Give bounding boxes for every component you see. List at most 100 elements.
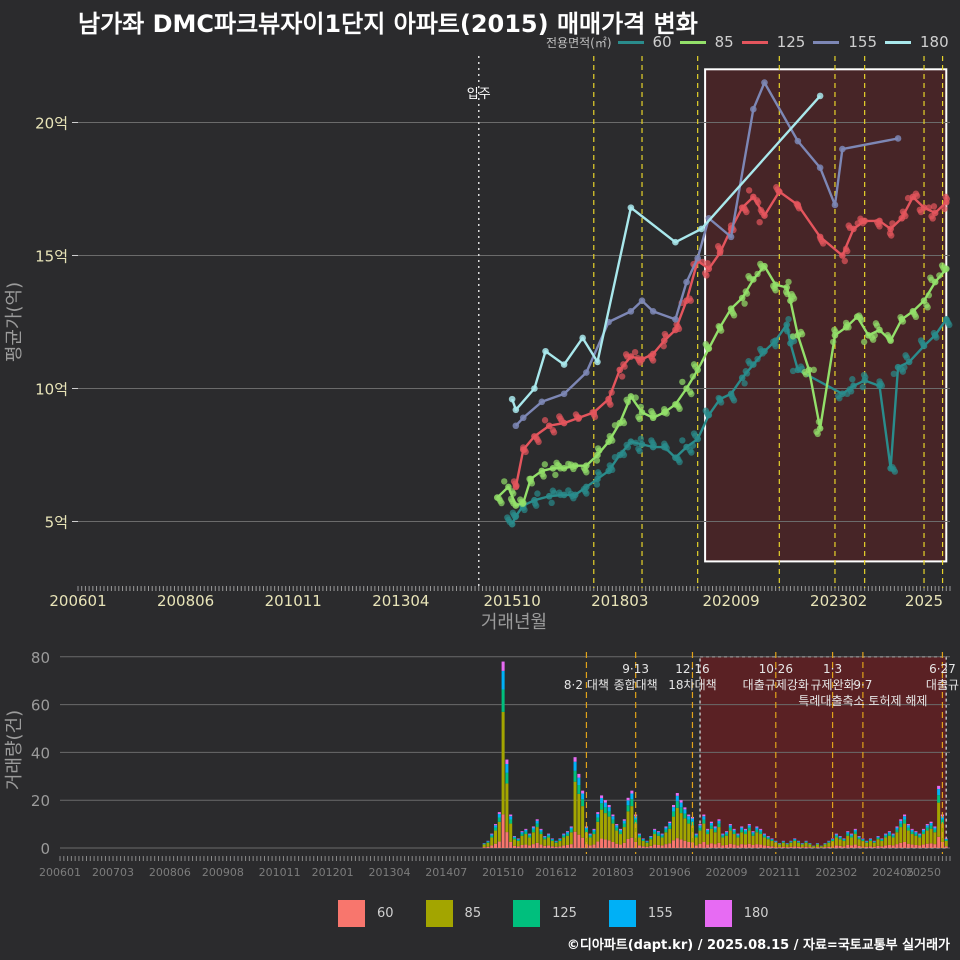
move-in-label: 입주 <box>467 87 491 102</box>
bar-85 <box>759 834 763 845</box>
trade-point-85 <box>498 499 505 507</box>
bar-180 <box>494 824 498 826</box>
point-180 <box>508 395 516 403</box>
bar-125 <box>815 843 819 845</box>
bar-60 <box>547 845 551 848</box>
bar-155 <box>675 795 679 802</box>
point-85 <box>505 483 512 491</box>
trade-point-85 <box>676 405 683 413</box>
trade-point-85 <box>501 478 508 485</box>
trade-point-125 <box>941 205 948 213</box>
legend-swatch <box>425 900 453 927</box>
bar-125 <box>656 833 660 836</box>
bar-155 <box>903 816 907 820</box>
bar-85 <box>914 835 918 845</box>
bar-85 <box>603 813 607 840</box>
bar-60 <box>929 843 933 848</box>
bar-60 <box>482 847 486 848</box>
bar-155 <box>884 834 888 836</box>
bar-125 <box>501 689 505 712</box>
trade-point-60 <box>676 458 683 466</box>
trade-point-85 <box>746 275 753 282</box>
trade-point-125 <box>717 247 724 254</box>
bar-60 <box>937 836 941 848</box>
price-chart: 5억 10억 15억 20억 200601 200806 201011 201304 20151… <box>4 56 953 633</box>
bar-180 <box>512 836 516 837</box>
x-tick-label: 200908 <box>202 866 244 879</box>
bar-155 <box>622 820 626 824</box>
bar-125 <box>482 843 486 845</box>
legend-swatch <box>338 900 365 927</box>
trade-point-125 <box>902 212 909 220</box>
bar-85 <box>675 807 679 839</box>
bar-180 <box>600 795 604 799</box>
bar-60 <box>516 846 520 848</box>
bar-85 <box>497 821 501 842</box>
bar-60 <box>509 841 513 848</box>
bar-125 <box>800 843 804 845</box>
bar-60 <box>497 841 501 848</box>
point-180 <box>579 334 586 342</box>
bar-85 <box>520 835 524 845</box>
trade-point-125 <box>859 219 867 227</box>
bar-85 <box>766 839 770 846</box>
bar-125 <box>789 841 793 843</box>
point-155 <box>519 414 527 422</box>
bar-60 <box>876 845 880 848</box>
legend-label: 125 <box>552 906 577 921</box>
bar-180 <box>921 828 926 830</box>
bar-85 <box>937 802 941 837</box>
bar-155 <box>846 832 850 834</box>
bar-125 <box>611 819 615 824</box>
bar-60 <box>558 846 562 848</box>
bar-85 <box>596 821 600 842</box>
trade-point-60 <box>512 514 519 521</box>
x-tick-label: 20250 <box>906 866 941 879</box>
bar-155 <box>539 829 543 832</box>
trade-point-60 <box>557 491 564 499</box>
point-155 <box>839 145 846 153</box>
legend-label: 180 <box>920 33 949 51</box>
trade-point-60 <box>717 399 725 406</box>
bar-60 <box>641 846 645 848</box>
bar-60 <box>872 846 876 848</box>
trade-point-85 <box>624 398 632 406</box>
bar-125 <box>618 831 623 835</box>
bar-60 <box>793 846 797 848</box>
trade-point-125 <box>703 272 710 279</box>
bar-125 <box>755 829 759 833</box>
bar-125 <box>588 835 592 838</box>
trade-point-85 <box>570 465 577 473</box>
bar-85 <box>539 834 543 845</box>
highlight-box <box>704 68 948 563</box>
bar-85 <box>785 844 789 848</box>
trade-point-125 <box>841 257 848 265</box>
bar-60 <box>649 845 653 848</box>
bar-125 <box>872 841 876 843</box>
bar-125 <box>778 843 782 845</box>
bar-60 <box>535 842 539 848</box>
bar-180 <box>929 821 933 824</box>
bar-60 <box>736 845 740 848</box>
bar-85 <box>524 834 528 845</box>
bar-180 <box>713 826 717 828</box>
bar-60 <box>554 846 558 848</box>
y-axis-label: 거래량(건) <box>4 710 25 790</box>
bar-155 <box>494 825 498 828</box>
bar-155 <box>853 829 857 832</box>
bar-60 <box>868 846 872 848</box>
bar-125 <box>512 837 516 840</box>
bar-125 <box>937 795 941 803</box>
bar-125 <box>827 841 831 843</box>
bar-85 <box>509 823 513 842</box>
bar-155 <box>558 838 562 840</box>
bar-125 <box>850 835 854 838</box>
bar-155 <box>516 838 520 840</box>
bar-60 <box>815 847 819 848</box>
bar-180 <box>709 821 713 824</box>
bar-85 <box>899 827 903 843</box>
bar-85 <box>736 837 740 846</box>
bar-155 <box>596 813 600 818</box>
trade-point-60 <box>878 382 886 390</box>
trade-point-60 <box>596 471 603 478</box>
